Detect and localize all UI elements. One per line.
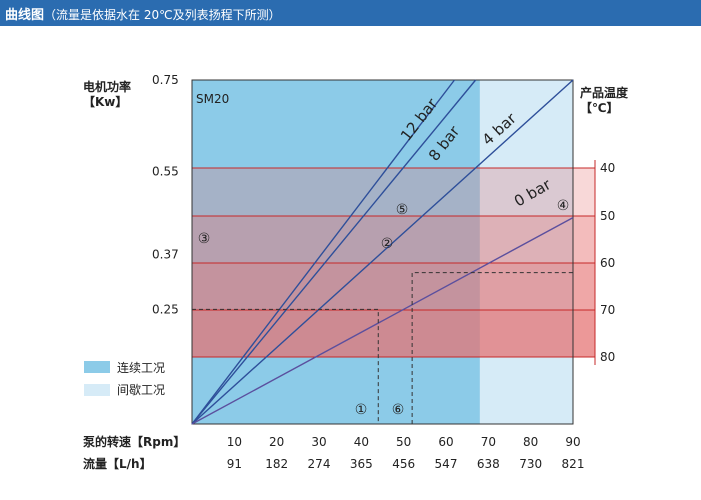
header-subtitle: （流量是依据水在 20℃及列表扬程下所测） <box>44 8 281 22</box>
guide-path <box>192 308 379 424</box>
plot-frame <box>191 79 574 425</box>
left-axis-tick-label: 0.55 <box>152 165 179 179</box>
guide-lines <box>192 272 573 424</box>
rpm-axis-ticks: 10 20 30 40 50 60 70 80 90 <box>227 435 581 449</box>
marker-label: ② <box>381 236 394 252</box>
flow-tick-label: 365 <box>350 457 373 471</box>
rpm-axis-label: 泵的转速【Rpm】 <box>83 434 185 449</box>
marker-label: ③ <box>198 231 211 247</box>
rpm-tick-label: 90 <box>565 435 580 449</box>
flow-axis-label: 流量【L/h】 <box>83 456 152 471</box>
temperature-band <box>192 310 595 357</box>
header-title: 曲线图（流量是依据水在 20℃及列表扬程下所测） <box>5 4 281 23</box>
rpm-tick-label: 60 <box>438 435 453 449</box>
rpm-tick-label: 40 <box>354 435 369 449</box>
rpm-tick-label: 50 <box>396 435 411 449</box>
rpm-tick-label: 70 <box>481 435 496 449</box>
rpm-tick-label: 30 <box>311 435 326 449</box>
legend-continuous-label: 连续工况 <box>117 360 165 375</box>
right-axis-tick-label: 70 <box>600 303 615 317</box>
rpm-tick-label: 20 <box>269 435 284 449</box>
series-line <box>191 79 456 425</box>
left-axis-ticks: 0.75 0.55 0.37 0.25 <box>152 73 179 316</box>
flow-tick-label: 638 <box>477 457 500 471</box>
right-axis-tick-label: 40 <box>600 161 615 175</box>
right-axis-tick-label: 60 <box>600 256 615 270</box>
series-line <box>191 216 574 425</box>
legend-intermittent-swatch <box>84 384 110 396</box>
series-lines <box>191 79 574 425</box>
temperature-band <box>192 216 595 357</box>
rpm-tick-label: 80 <box>523 435 538 449</box>
guide-path <box>411 272 573 424</box>
intermittent-region <box>479 80 573 424</box>
flow-tick-label: 730 <box>519 457 542 471</box>
left-axis-tick-label: 0.37 <box>152 247 179 261</box>
markers: ① ② ③ ④ ⑤ ⑥ <box>198 198 570 418</box>
flow-tick-label: 274 <box>308 457 331 471</box>
flow-tick-label: 91 <box>227 457 242 471</box>
left-axis-tick-label: 0.75 <box>152 73 179 87</box>
series-line <box>191 79 574 425</box>
flow-tick-label: 182 <box>265 457 288 471</box>
right-axis-tick-label: 50 <box>600 209 615 223</box>
series-line <box>191 79 477 425</box>
legend-continuous-swatch <box>84 361 110 373</box>
legend-intermittent-label: 间歇工况 <box>117 383 165 397</box>
header-title-text: 曲线图 <box>5 8 45 23</box>
flow-axis-ticks: 91 182 274 365 456 547 638 730 821 <box>227 457 585 471</box>
right-axis-label-line1: 产品温度 <box>580 85 629 100</box>
marker-label: ⑥ <box>392 402 405 418</box>
rpm-tick-label: 10 <box>227 435 242 449</box>
marker-label: ⑤ <box>396 202 409 218</box>
right-axis-label-line2: 【℃】 <box>580 100 619 115</box>
marker-label: ① <box>355 402 368 418</box>
flow-tick-label: 547 <box>435 457 458 471</box>
left-axis-tick-label: 0.25 <box>152 302 179 316</box>
flow-tick-label: 821 <box>562 457 585 471</box>
header-bar: 曲线图（流量是依据水在 20℃及列表扬程下所测） <box>0 0 701 26</box>
left-axis-label-line2: 【Kw】 <box>83 94 127 109</box>
flow-tick-label: 456 <box>392 457 415 471</box>
model-label: SM20 <box>196 92 229 106</box>
marker-label: ④ <box>557 198 570 214</box>
right-axis-tick-label: 80 <box>600 350 615 364</box>
temperature-bands <box>192 167 595 358</box>
right-axis-ticks: 40 50 60 70 80 <box>590 161 615 364</box>
left-axis-label-line1: 电机功率 <box>83 79 131 94</box>
